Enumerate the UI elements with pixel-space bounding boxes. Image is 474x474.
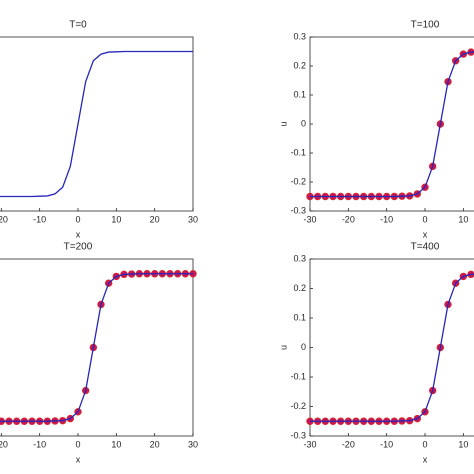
y-tick-label: -0.3 xyxy=(290,205,306,215)
x-tick-label: 0 xyxy=(75,439,80,449)
x-tick-label: -10 xyxy=(380,439,393,449)
y-tick-label: -0.2 xyxy=(290,176,306,186)
data-line xyxy=(0,273,193,422)
y-tick-label: 0.2 xyxy=(293,60,306,70)
x-tick-label: -20 xyxy=(342,439,355,449)
x-axis-label: x xyxy=(76,229,81,239)
x-tick-label: 0 xyxy=(75,214,80,224)
data-line xyxy=(310,51,474,198)
y-tick-label: 0.3 xyxy=(293,31,306,41)
chart-title: T=0 xyxy=(69,20,87,31)
x-axis-label: x xyxy=(76,454,81,464)
y-axis-label: u xyxy=(278,345,288,350)
chart-title: T=100 xyxy=(411,20,440,31)
x-tick-label: 10 xyxy=(111,214,121,224)
y-tick-label: -0.2 xyxy=(290,401,306,411)
x-tick-label: -10 xyxy=(380,214,393,224)
x-tick-label: 30 xyxy=(188,214,198,224)
y-tick-label: 0.1 xyxy=(293,89,306,99)
y-axis-label: u xyxy=(278,121,288,126)
x-tick-label: 10 xyxy=(458,214,468,224)
y-tick-label: 0.3 xyxy=(293,253,306,263)
x-tick-label: -10 xyxy=(33,214,46,224)
x-tick-label: 0 xyxy=(422,214,427,224)
x-tick-label: 30 xyxy=(188,439,198,449)
x-tick-label: -20 xyxy=(342,214,355,224)
x-tick-label: -10 xyxy=(33,439,46,449)
y-tick-label: -0.1 xyxy=(290,147,306,157)
x-tick-label: 10 xyxy=(111,439,121,449)
plot-area xyxy=(0,36,194,212)
x-tick-label: 20 xyxy=(150,214,160,224)
data-line xyxy=(310,273,474,422)
y-tick-label: 0 xyxy=(301,342,306,352)
x-tick-label: 0 xyxy=(422,439,427,449)
x-tick-label: -30 xyxy=(303,439,316,449)
plot-area xyxy=(309,258,474,437)
y-tick-label: 0 xyxy=(301,118,306,128)
y-tick-label: 0.2 xyxy=(293,283,306,293)
data-line xyxy=(0,50,193,198)
y-tick-label: 0.1 xyxy=(293,312,306,322)
chart-title: T=200 xyxy=(64,242,93,253)
x-tick-label: 10 xyxy=(458,439,468,449)
plot-area xyxy=(309,36,474,212)
x-tick-label: -30 xyxy=(303,214,316,224)
x-axis-label: x xyxy=(423,229,428,239)
x-axis-label: x xyxy=(423,454,428,464)
x-tick-label: 20 xyxy=(150,439,160,449)
x-tick-label: -20 xyxy=(0,214,8,224)
chart-title: T=400 xyxy=(411,242,440,253)
y-tick-label: -0.3 xyxy=(290,430,306,440)
x-tick-label: -20 xyxy=(0,439,8,449)
y-tick-label: -0.1 xyxy=(290,371,306,381)
